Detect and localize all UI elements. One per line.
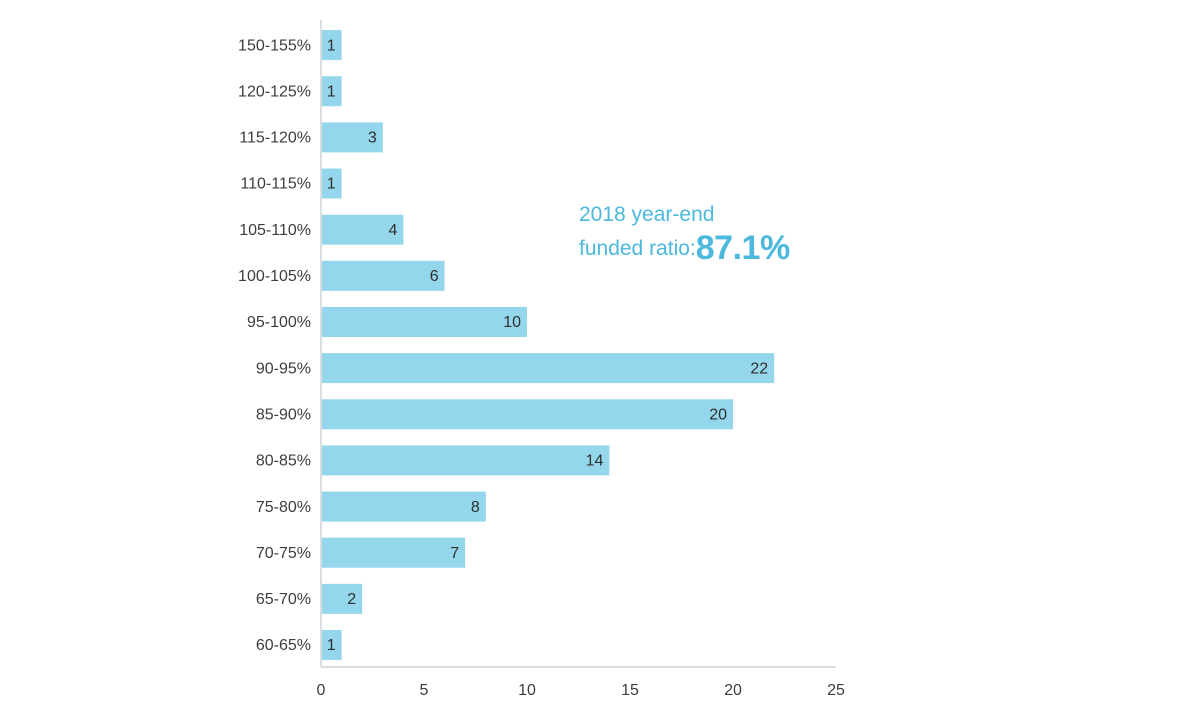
x-tick-label: 25 [827, 682, 845, 699]
category-label: 70-75% [256, 545, 311, 562]
bar-90-95% [322, 353, 775, 384]
category-label: 120-125% [238, 83, 311, 100]
bars-layer [322, 30, 775, 661]
bar-value-label: 7 [450, 545, 459, 562]
annotation-line2-wrap: funded ratio:87.1% [579, 230, 790, 267]
category-label: 100-105% [238, 268, 311, 285]
x-tick-label: 5 [420, 682, 429, 699]
category-label: 85-90% [256, 406, 311, 423]
category-label: 65-70% [256, 591, 311, 608]
bar-60-65% [322, 630, 342, 661]
funded-ratio-annotation: 2018 year-end funded ratio:87.1% [579, 200, 790, 267]
bar-value-label: 3 [368, 130, 377, 147]
bar-value-label: 4 [388, 222, 397, 239]
bar-value-label: 2 [347, 591, 356, 608]
x-tick-label: 20 [724, 682, 742, 699]
annotation-value: 87.1% [695, 229, 790, 267]
category-label: 60-65% [256, 637, 311, 654]
bar-value-label: 1 [327, 176, 336, 193]
category-label: 115-120% [239, 130, 311, 147]
bar-65-70% [322, 583, 363, 614]
x-ticks-layer: 0 5 10 15 20 25 [317, 682, 845, 699]
category-label: 90-95% [256, 360, 311, 377]
category-label: 95-100% [247, 314, 311, 331]
bar-value-label: 8 [471, 499, 480, 516]
bar-value-label: 14 [586, 453, 604, 470]
bar-110-115% [322, 168, 342, 199]
category-label: 75-80% [256, 499, 311, 516]
bar-95-100% [322, 306, 527, 337]
category-label: 105-110% [239, 222, 311, 239]
x-tick-label: 10 [518, 682, 536, 699]
category-label: 110-115% [240, 176, 311, 193]
bar-150-155% [322, 30, 342, 61]
bar-105-110% [322, 214, 404, 245]
annotation-line1: 2018 year-end [579, 203, 715, 226]
bar-value-label: 1 [327, 83, 336, 100]
bar-120-125% [322, 76, 342, 107]
bar-value-label: 1 [327, 37, 336, 54]
bar-value-label: 20 [709, 406, 727, 423]
bar-value-label: 22 [750, 360, 768, 377]
x-tick-label: 15 [621, 682, 639, 699]
bar-75-80% [322, 491, 486, 522]
bar-85-90% [322, 399, 733, 430]
bar-70-75% [322, 537, 466, 568]
bar-value-label: 1 [327, 637, 336, 654]
annotation-line2: funded ratio: [579, 237, 696, 260]
bar-100-105% [322, 260, 445, 291]
bar-115-120% [322, 122, 383, 153]
bar-value-label: 6 [430, 268, 439, 285]
x-tick-label: 0 [317, 682, 326, 699]
bar-80-85% [322, 445, 610, 476]
category-label: 80-85% [256, 453, 311, 470]
bar-value-label: 10 [503, 314, 521, 331]
category-label: 150-155% [238, 37, 311, 54]
